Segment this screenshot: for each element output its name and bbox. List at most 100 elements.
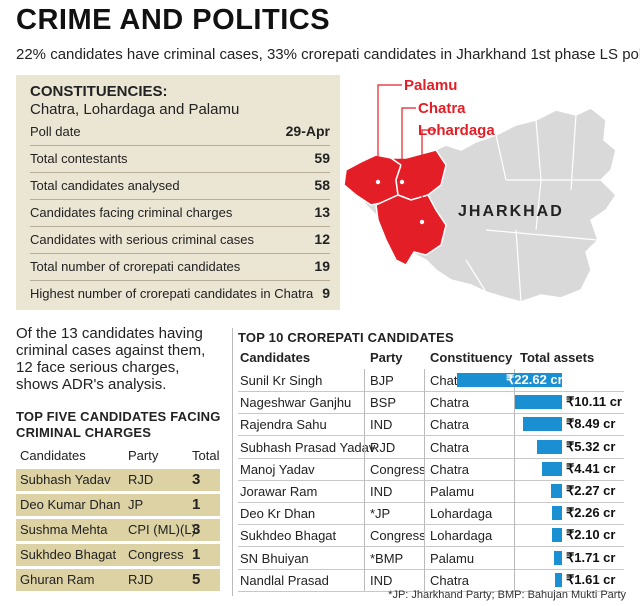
stat-value: 13 [314, 204, 330, 220]
analysis-note: Of the 13 candidates having criminal cas… [16, 325, 206, 393]
stat-value: 9 [322, 285, 330, 301]
top5-header-party: Party [128, 448, 159, 463]
asset-value: ₹5.32 cr [566, 438, 616, 454]
top5-total: 5 [192, 571, 201, 588]
asset-value: ₹2.27 cr [566, 483, 616, 498]
leader-line-palamu [377, 84, 402, 182]
top10-name: Manoj Yadav [240, 461, 315, 477]
map-label-chatra: Chatra [418, 100, 466, 117]
top10-constituency: Chatra [430, 572, 470, 588]
top10-title: TOP 10 CROREPATI CANDIDATES [238, 330, 454, 345]
stat-row: Total number of crorepati candidates 19 [30, 254, 330, 281]
top10-party: *BMP [370, 550, 404, 566]
leader-dot-lohardaga [419, 219, 425, 225]
top10-row: Jorawar Ram IND Palamu ₹2.27 cr [238, 480, 624, 503]
page-subtitle: 22% candidates have criminal cases, 33% … [16, 46, 640, 63]
column-separator [514, 546, 515, 569]
top10-row: Nandlal Prasad IND Chatra ₹1.61 cr [238, 568, 624, 592]
constituencies-names: Chatra, Lohardaga and Palamu [30, 101, 240, 118]
column-separator [514, 480, 515, 502]
top5-name: Ghuran Ram [20, 572, 95, 587]
top5-name: Deo Kumar Dhan [20, 497, 121, 512]
column-separator [514, 524, 515, 547]
leader-line-lohardaga [421, 129, 436, 222]
top5-row: Deo Kumar Dhan JP 1 [16, 494, 220, 516]
top5-total: 1 [192, 496, 201, 513]
top5-party: RJD [128, 472, 154, 487]
top5-header-total: Total [192, 448, 220, 463]
column-separator [364, 546, 365, 569]
column-separator [424, 457, 425, 480]
asset-value: ₹8.49 cr [566, 416, 616, 432]
asset-bar [537, 439, 562, 454]
top10-party: BJP [370, 373, 394, 388]
column-separator [424, 524, 425, 547]
top5-total: 1 [192, 546, 201, 563]
column-separator [364, 457, 365, 480]
top10-header-party: Party [370, 350, 403, 365]
top5-name: Subhash Yadav [20, 472, 111, 487]
stat-label: Total candidates analysed [30, 178, 180, 193]
asset-value: ₹10.11 cr [566, 394, 622, 410]
top10-row: Sukhdeo Bhagat Congress Lohardaga ₹2.10 cr [238, 524, 624, 548]
asset-bar [554, 550, 562, 565]
column-separator [364, 369, 365, 391]
top5-party: CPI (ML)(L) [128, 522, 196, 537]
stat-label: Poll date [30, 124, 81, 139]
top5-row: Sushma Mehta CPI (ML)(L) 3 [16, 519, 220, 541]
top5-row: Sukhdeo Bhagat Congress 1 [16, 544, 220, 566]
stat-value: 29-Apr [285, 123, 330, 139]
column-separator [514, 568, 515, 591]
stat-row: Highest number of crorepati candidates i… [30, 281, 330, 307]
map-label-lohardaga: Lohardaga [418, 122, 495, 139]
top5-header-candidates: Candidates [20, 448, 86, 463]
column-separator [514, 457, 515, 480]
constituencies-heading: CONSTITUENCIES: [30, 83, 168, 100]
top10-constituency: Chatra [430, 417, 470, 433]
map-state-label: JHARKHAD [458, 203, 564, 220]
top10-row: Manoj Yadav Congress Chatra ₹4.41 cr [238, 457, 624, 481]
map-chatra [388, 149, 447, 201]
asset-bar [552, 528, 562, 543]
column-separator [364, 435, 365, 458]
asset-bar [515, 395, 562, 410]
stat-row: Poll date 29-Apr [30, 119, 330, 146]
top5-title-line2: CRIMINAL CHARGES [16, 425, 152, 440]
asset-bar [541, 461, 562, 476]
map-label-palamu: Palamu [404, 77, 457, 94]
top10-name: Rajendra Sahu [240, 417, 327, 433]
stat-value: 12 [314, 231, 330, 247]
asset-value: ₹2.26 cr [566, 505, 616, 521]
top10-constituency: Palamu [430, 550, 475, 566]
top5-title-line1: TOP FIVE CANDIDATES FACING [16, 409, 221, 424]
top10-constituency: Chatra [430, 439, 470, 455]
column-separator [424, 435, 425, 458]
stat-label: Candidates facing criminal charges [30, 205, 233, 220]
top10-name: Sunil Kr Singh [240, 373, 323, 388]
top10-row: Sunil Kr Singh BJP Chatra ₹22.62 cr [238, 369, 624, 392]
leader-dot-chatra [399, 179, 405, 185]
asset-value: ₹4.41 cr [566, 460, 616, 476]
top10-header-assets: Total assets [520, 350, 595, 365]
stat-row: Total contestants 59 [30, 146, 330, 173]
column-separator [514, 391, 515, 414]
top10-constituency: Lohardaga [430, 528, 493, 544]
top5-row: Subhash Yadav RJD 3 [16, 469, 220, 491]
asset-value: ₹1.71 cr [566, 549, 616, 565]
top10-name: Sukhdeo Bhagat [240, 528, 337, 544]
stat-value: 59 [314, 150, 330, 166]
asset-bar [522, 417, 562, 432]
top10-party: BSP [370, 395, 397, 411]
column-separator [514, 502, 515, 525]
top5-row: Ghuran Ram RJD 5 [16, 569, 220, 591]
column-separator [364, 502, 365, 525]
asset-bar [554, 572, 562, 587]
asset-bar [551, 484, 562, 498]
top5-party: Congress [128, 547, 184, 562]
asset-value: ₹1.61 cr [566, 571, 616, 587]
top5-total: 3 [192, 471, 201, 488]
column-separator [364, 480, 365, 502]
top10-party: RJD [370, 439, 396, 455]
top10-header-constituency: Constituency [430, 350, 513, 365]
top10-party: IND [370, 417, 393, 433]
